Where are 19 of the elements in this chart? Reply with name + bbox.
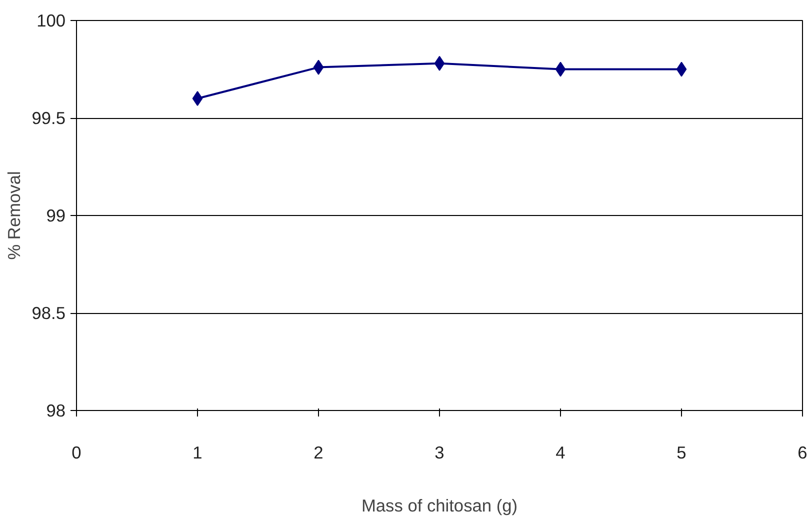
x-tick-label: 6: [798, 442, 808, 462]
y-axis-title: % Removal: [4, 171, 24, 260]
y-tick-label: 99: [46, 206, 66, 226]
point: [192, 91, 203, 106]
x-tick-label: 4: [556, 442, 566, 462]
point: [676, 62, 687, 77]
y-tick-label: 100: [36, 10, 66, 30]
y-tick-label: 99.5: [32, 108, 66, 128]
point: [313, 60, 324, 75]
x-tick-label: 5: [676, 442, 686, 462]
x-tick-label: 1: [192, 442, 202, 462]
x-tick-label: 0: [72, 442, 82, 462]
x-tick-label: 3: [434, 442, 444, 462]
point: [434, 56, 445, 71]
x-tick-label: 2: [314, 442, 324, 462]
x-axis-title: Mass of chitosan (g): [361, 496, 518, 516]
point: [555, 62, 566, 77]
y-tick-label: 98.5: [32, 303, 66, 323]
y-tick-label: 98: [46, 400, 66, 420]
